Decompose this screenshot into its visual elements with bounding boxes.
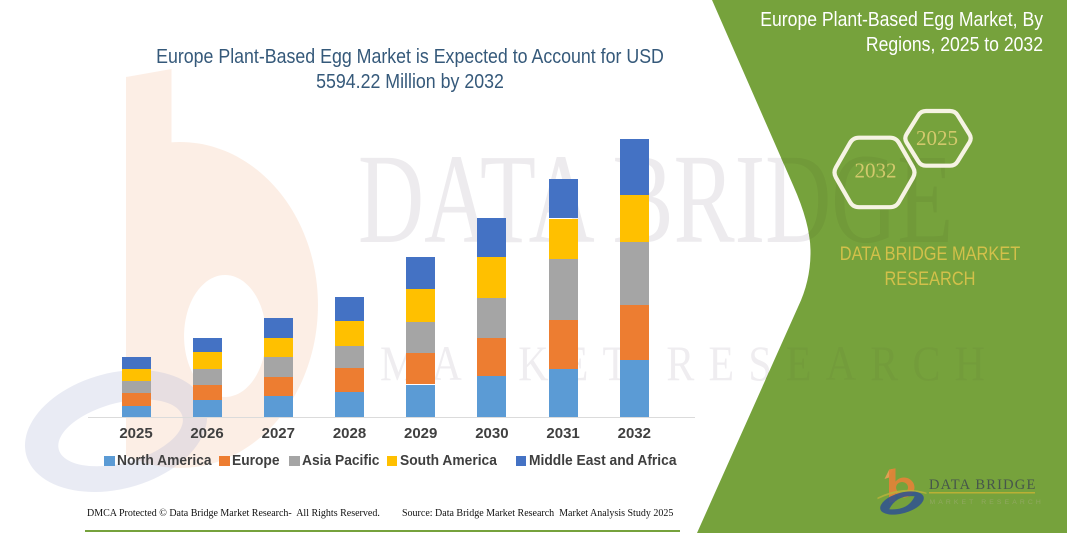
svg-text:MARKET RESEARCH: MARKET RESEARCH	[930, 499, 1044, 506]
svg-text:2025: 2025	[916, 126, 958, 150]
svg-text:2032: 2032	[855, 159, 897, 183]
svg-text:DATA BRIDGE: DATA BRIDGE	[929, 477, 1037, 493]
